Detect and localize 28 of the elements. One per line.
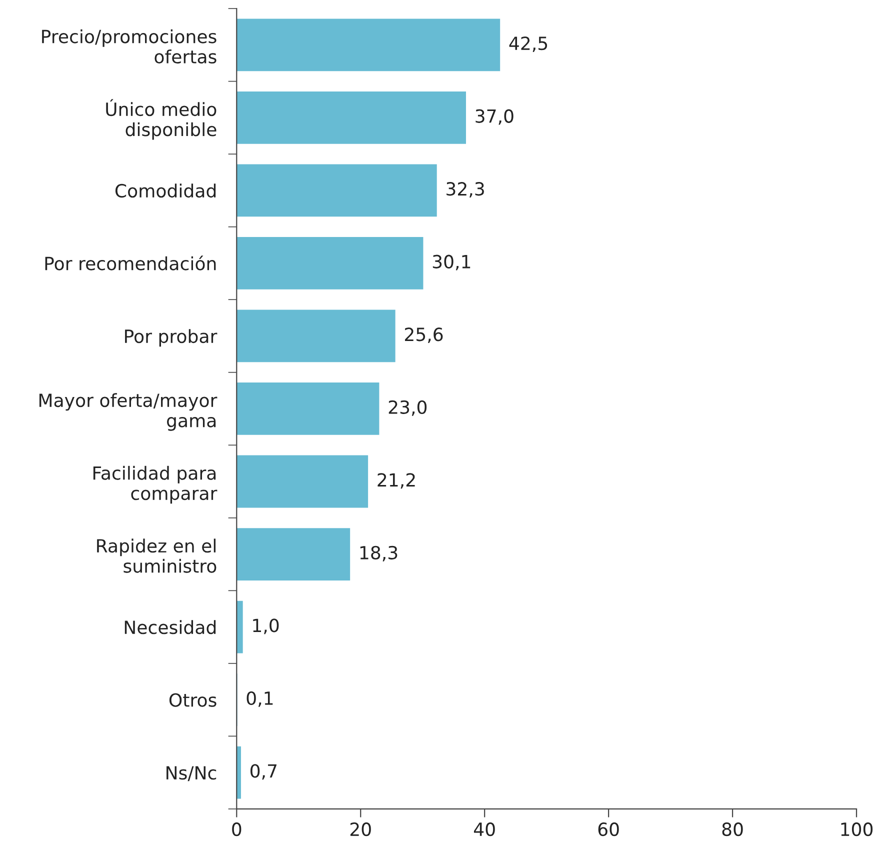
x-tick-label: 80 [722,822,743,836]
y-tick-label: Precio/promociones ofertas [42,29,216,64]
data-label: 18,3 [360,546,398,562]
x-tick-label: 100 [841,822,873,836]
x-tick-label: 60 [598,822,619,836]
y-tick-label: Necesidad [124,620,216,634]
x-tick-label: 40 [474,822,495,836]
x-tick-label: 20 [350,822,371,836]
data-label: 32,3 [446,182,484,198]
data-label: 21,2 [378,473,415,489]
x-tick-label: 0 [232,822,242,836]
y-tick-label: Por probar [125,329,218,347]
data-label: 0,7 [250,764,276,780]
y-tick-label: Mayor oferta/mayor gama [39,393,218,431]
data-label: 30,1 [432,254,470,270]
data-label: 23,0 [388,400,427,416]
data-label: 42,5 [509,36,548,52]
y-tick-label: Comodidad [115,184,216,198]
y-tick-label: Ns/Nc [166,766,216,782]
y-tick-label: Único medio disponible [106,99,216,140]
data-label: 1,0 [253,618,279,634]
data-label: 37,0 [476,109,514,125]
data-label: 25,6 [404,328,443,344]
y-tick-label: Por recomendación [45,256,216,270]
y-tick-label: Rapidez en el suministro [97,538,216,573]
data-label: 0,1 [246,691,273,707]
y-tick-label: Otros [169,693,216,707]
y-tick-label: Facilidad para comparar [93,466,218,504]
